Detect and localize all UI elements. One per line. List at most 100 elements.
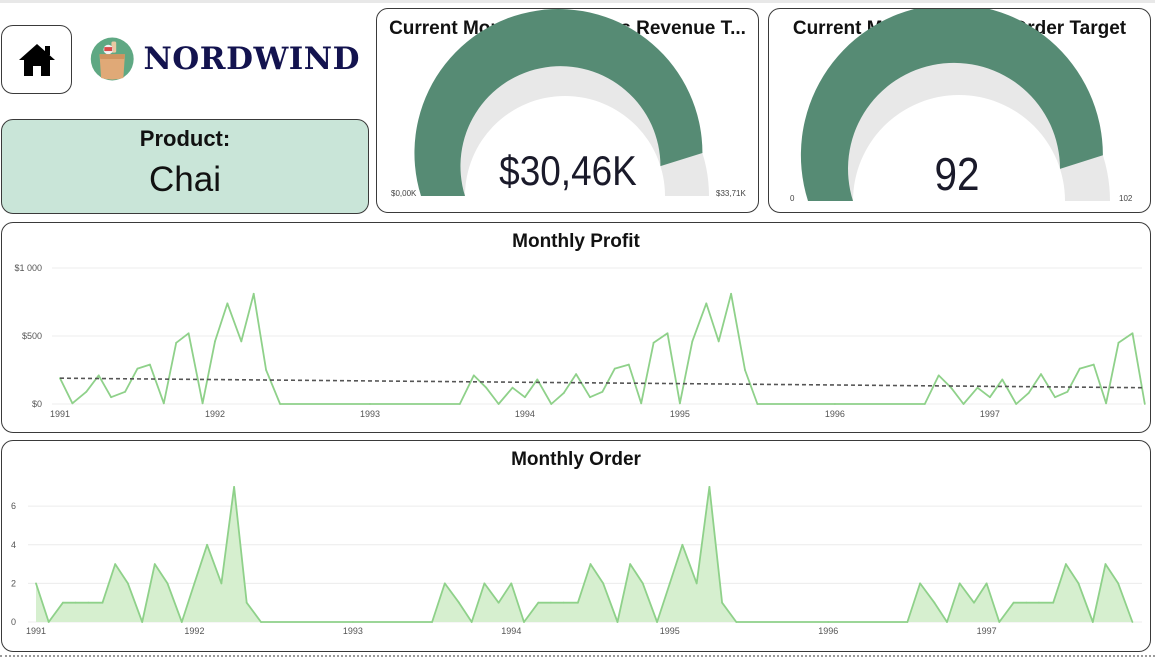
order-data-point xyxy=(62,601,64,604)
profit-data-point xyxy=(110,396,112,399)
monthly-profit-card: Monthly Profit $0 $500 $1 000 1991 1992 1993 1… xyxy=(1,222,1151,433)
profit-x-tick-label: 1991 xyxy=(50,409,70,419)
home-button[interactable] xyxy=(1,25,72,94)
order-data-point xyxy=(1025,601,1028,604)
top-border xyxy=(0,0,1155,3)
bottom-border xyxy=(0,655,1155,657)
profit-data-point xyxy=(1027,392,1030,394)
profit-data-point xyxy=(705,302,708,305)
revenue-gauge-card: Current Month Revenue vs Revenue T... $3… xyxy=(376,8,759,213)
profit-data-point xyxy=(1131,332,1134,335)
profit-series-line xyxy=(59,292,1146,405)
profit-data-point xyxy=(97,374,100,377)
profit-data-point xyxy=(536,378,539,381)
home-icon xyxy=(18,43,55,76)
order-x-tick-label: 1994 xyxy=(501,626,521,636)
order-x-tick-label: 1997 xyxy=(977,626,997,636)
profit-data-point xyxy=(923,403,926,405)
profit-data-point xyxy=(717,340,720,343)
order-x-tick-label: 1992 xyxy=(184,626,204,636)
profit-x-tick-label: 1992 xyxy=(205,409,225,419)
order-data-point xyxy=(458,601,460,604)
profit-data-point xyxy=(950,386,952,389)
product-card: Product: Chai xyxy=(1,119,369,214)
revenue-gauge-max: $33,71K xyxy=(716,189,746,198)
profit-data-point xyxy=(730,292,732,295)
profit-data-point xyxy=(226,302,229,305)
order-y-tick-label: 0 xyxy=(11,617,16,627)
order-series-line xyxy=(35,486,1134,623)
order-data-point xyxy=(180,621,183,623)
revenue-gauge-fill xyxy=(414,9,703,197)
order-data-point xyxy=(656,621,658,623)
profit-data-point xyxy=(124,390,126,393)
order-data-point xyxy=(127,582,129,585)
order-data-point xyxy=(1131,621,1134,623)
profit-data-point xyxy=(252,292,255,295)
profit-data-point xyxy=(562,392,565,394)
profit-x-tick-label: 1997 xyxy=(980,409,1000,419)
profit-x-tick-label: 1995 xyxy=(670,409,690,419)
profit-data-point xyxy=(175,341,178,344)
order-data-point xyxy=(193,582,196,585)
order-data-point xyxy=(958,582,961,585)
order-y-tick-label: 6 xyxy=(11,501,16,511)
order-data-point xyxy=(695,582,698,585)
order-data-point xyxy=(245,601,248,604)
profit-data-point xyxy=(666,332,669,335)
profit-data-point xyxy=(1054,396,1056,399)
order-data-point xyxy=(35,582,37,585)
order-gauge-fill xyxy=(800,9,1103,201)
profit-data-point xyxy=(1066,390,1069,393)
profit-data-point xyxy=(834,403,836,405)
order-data-point xyxy=(260,621,262,623)
order-data-point xyxy=(827,621,830,623)
profit-data-point xyxy=(279,403,281,405)
profit-y-tick-label: $500 xyxy=(22,331,42,341)
order-data-point xyxy=(616,621,619,623)
profit-data-point xyxy=(524,396,526,399)
monthly-order-card: Monthly Order 0 2 4 6 1991 1992 1993 1994 1995 19… xyxy=(1,440,1151,652)
order-data-point xyxy=(919,582,921,585)
profit-data-point xyxy=(162,402,165,405)
order-data-point xyxy=(1012,601,1015,604)
order-data-point xyxy=(1052,601,1055,604)
profit-x-tick-label: 1993 xyxy=(360,409,380,419)
profit-data-point xyxy=(976,386,979,389)
order-data-point xyxy=(973,601,975,604)
profit-data-point xyxy=(589,396,591,399)
order-data-point xyxy=(497,601,500,604)
profit-data-point xyxy=(369,403,371,405)
order-data-point xyxy=(87,601,90,604)
order-y-tick-label: 4 xyxy=(11,540,16,550)
profit-data-point xyxy=(458,403,461,405)
profit-data-point xyxy=(136,367,139,370)
order-data-point xyxy=(220,582,223,585)
monthly-profit-title: Monthly Profit xyxy=(512,231,640,252)
profit-data-point xyxy=(744,369,746,371)
order-gauge-card: Current Month Order vs Order Target 92 0… xyxy=(768,8,1151,213)
order-data-point xyxy=(352,621,354,623)
order-data-point xyxy=(602,582,605,585)
order-data-point xyxy=(577,601,579,604)
order-data-point xyxy=(1104,563,1107,565)
order-data-point xyxy=(1065,563,1067,565)
order-data-point xyxy=(1077,582,1080,585)
profit-data-point xyxy=(149,363,151,366)
order-data-point xyxy=(668,582,671,585)
order-area-fill xyxy=(36,486,1133,622)
revenue-gauge-value: $30,46K xyxy=(499,148,637,195)
order-gauge-value: 92 xyxy=(934,150,979,201)
order-gauge-max: 102 xyxy=(1119,194,1133,203)
profit-data-point xyxy=(201,402,204,405)
order-data-point xyxy=(1091,621,1094,623)
order-data-point xyxy=(47,621,50,623)
profit-data-point xyxy=(1040,373,1042,375)
order-data-point xyxy=(985,582,988,585)
order-data-point xyxy=(562,601,565,604)
profit-data-point xyxy=(511,386,514,389)
product-label: Product: xyxy=(139,126,231,151)
profit-y-tick-label: $0 xyxy=(32,399,42,409)
grocery-bag-logo xyxy=(90,37,134,81)
profit-data-point xyxy=(1092,363,1095,366)
